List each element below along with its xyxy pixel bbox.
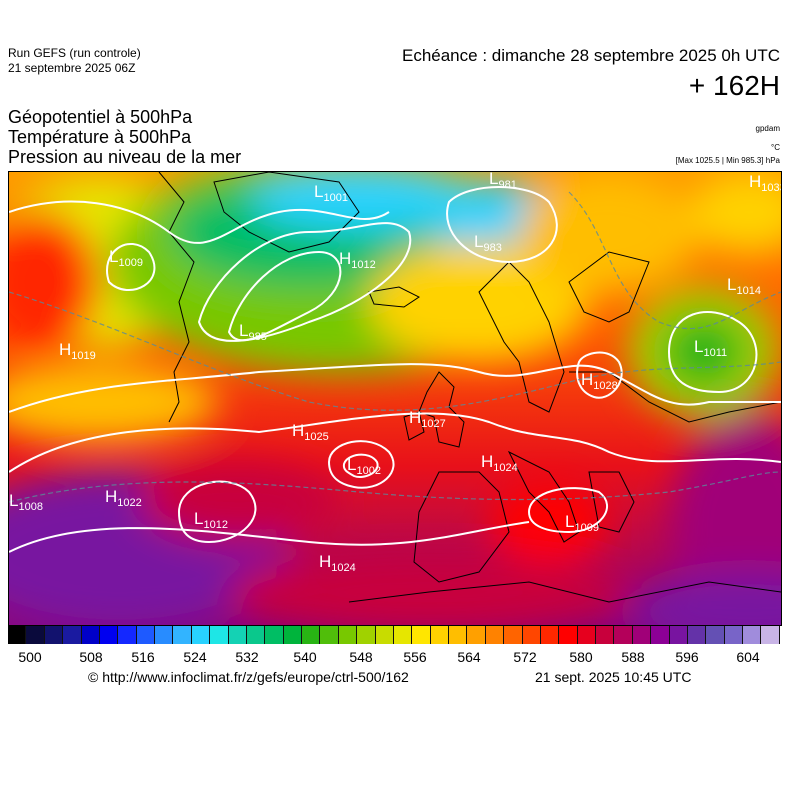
unit-temperature: °C (771, 143, 780, 152)
colorbar-swatch (26, 626, 45, 644)
colorbar-swatch (614, 626, 633, 644)
colorbar-tick-label: 588 (621, 649, 645, 665)
colorbar-tick-label: 540 (293, 649, 317, 665)
colorbar-swatch (596, 626, 615, 644)
colorbar-swatch (320, 626, 339, 644)
colorbar-tick-label: 580 (569, 649, 593, 665)
colorbar-swatch (375, 626, 394, 644)
isotherms (9, 191, 781, 503)
parameter-pressure: Pression au niveau de la mer (8, 147, 242, 167)
colorbar-swatch (522, 626, 541, 644)
forecast-valid-time: Echéance : dimanche 28 septembre 2025 0h… (401, 46, 780, 65)
colorbar-swatch (8, 626, 27, 644)
colorbar-swatch (173, 626, 192, 644)
colorbar-swatch (467, 626, 486, 644)
colorbar-tick-label: 604 (736, 649, 760, 665)
colorbar-swatch (136, 626, 155, 644)
colorbar-swatch (99, 626, 119, 644)
colorbar-swatch (283, 626, 302, 644)
run-date: 21 septembre 2025 06Z (8, 61, 136, 75)
colorbar-swatch (430, 626, 449, 644)
colorbar-swatch (393, 626, 413, 644)
parameter-temperature: Température à 500hPa (8, 127, 192, 147)
colorbar-swatch (44, 626, 64, 644)
colorbar-tick-label: 596 (675, 649, 699, 665)
colorbar-swatch (651, 626, 670, 644)
coastlines (158, 172, 781, 603)
colorbar-tick-label: 532 (235, 649, 259, 665)
colorbar-tick-label: 524 (183, 649, 207, 665)
colorbar-swatch (228, 626, 247, 644)
colorbar-swatch (761, 626, 780, 644)
colorbar-swatch (81, 626, 100, 644)
colorbar-swatch (155, 626, 174, 644)
low-pressure-center: L1009 (565, 512, 599, 534)
colorbar-swatch (724, 626, 743, 644)
colorbar-swatch (210, 626, 229, 644)
source-url: © http://www.infoclimat.fr/z/gefs/europe… (88, 669, 409, 685)
colorbar-swatch (338, 626, 358, 644)
colorbar-swatch (246, 626, 266, 644)
colorbar-tick-label: 500 (18, 649, 42, 665)
colorbar-swatch (118, 626, 137, 644)
colorbar-tick-label: 564 (457, 649, 481, 665)
colorbar-tick-label: 548 (349, 649, 373, 665)
colorbar-swatch (632, 626, 652, 644)
colorbar-swatch (540, 626, 560, 644)
colorbar-swatch (302, 626, 321, 644)
colorbar-swatch (63, 626, 82, 644)
unit-pressure: [Max 1025.5 | Min 985.3] hPa (675, 156, 780, 165)
colorbar-swatch (357, 626, 376, 644)
colorbar-swatch (559, 626, 578, 644)
colorbar-swatch (687, 626, 707, 644)
lead-time: + 162H (688, 70, 780, 101)
high-pressure-center: H1022 (105, 487, 142, 509)
colorbar-tick-label: 556 (403, 649, 427, 665)
colorbar (8, 626, 780, 644)
temperature-field (9, 172, 781, 625)
run-title: Run GEFS (run controle) (8, 46, 141, 60)
colorbar-tick-label: 508 (79, 649, 103, 665)
colorbar-swatch (191, 626, 211, 644)
colorbar-swatch (706, 626, 725, 644)
generation-time: 21 sept. 2025 10:45 UTC (535, 669, 692, 685)
colorbar-swatch (265, 626, 284, 644)
colorbar-swatch (449, 626, 468, 644)
isobars (9, 186, 781, 553)
colorbar-swatch (504, 626, 523, 644)
weather-map: L1001L981H1033L1009H1012L983L1014L985H10… (8, 171, 782, 626)
colorbar-swatch (577, 626, 596, 644)
colorbar-swatch (669, 626, 688, 644)
colorbar-swatch (743, 626, 762, 644)
parameter-geopotential: Géopotentiel à 500hPa (8, 107, 193, 127)
colorbar-tick-label: 516 (131, 649, 155, 665)
colorbar-swatch (485, 626, 505, 644)
colorbar-swatch (412, 626, 431, 644)
unit-geopotential: gpdam (755, 124, 780, 133)
colorbar-tick-label: 572 (513, 649, 537, 665)
